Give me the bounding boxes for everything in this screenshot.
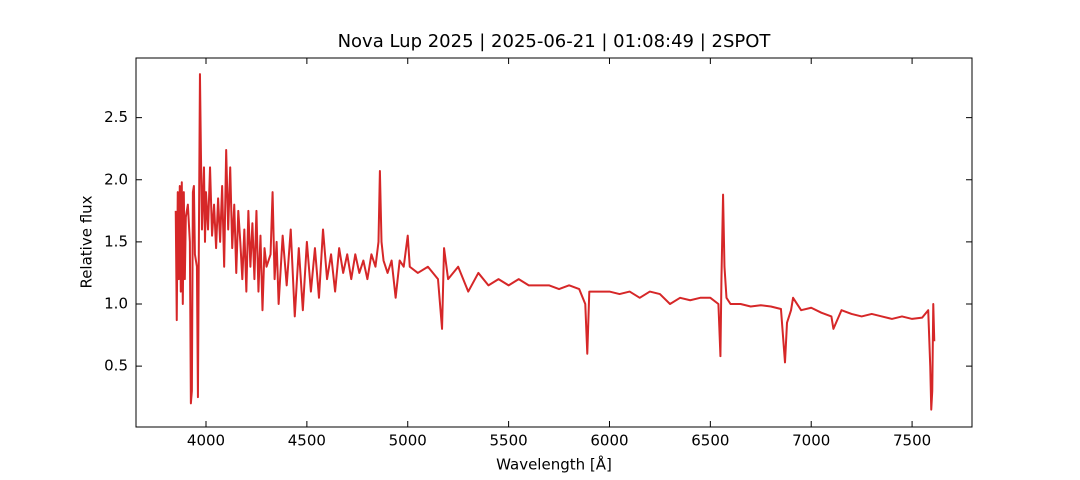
x-tick-label: 6000 <box>590 432 628 450</box>
y-tick-label: 1.5 <box>104 232 128 250</box>
y-axis-label: Relative flux <box>78 195 96 288</box>
chart-title: Nova Lup 2025 | 2025-06-21 | 01:08:49 | … <box>338 31 772 52</box>
x-tick-label: 6500 <box>691 432 729 450</box>
y-tick-label: 2.0 <box>104 170 128 188</box>
x-tick-label: 7500 <box>893 432 931 450</box>
x-tick-label: 5000 <box>389 432 427 450</box>
spectrum-line <box>174 73 936 411</box>
y-tick-label: 2.5 <box>104 108 128 126</box>
y-tick-label: 1.0 <box>104 295 128 313</box>
x-tick-label: 4500 <box>288 432 326 450</box>
x-tick-label: 4000 <box>187 432 225 450</box>
x-tick-label: 7000 <box>792 432 830 450</box>
x-tick-label: 5500 <box>490 432 528 450</box>
y-tick-label: 0.5 <box>104 357 128 375</box>
x-axis-label: Wavelength [Å] <box>496 455 612 474</box>
plot-frame <box>135 57 973 428</box>
